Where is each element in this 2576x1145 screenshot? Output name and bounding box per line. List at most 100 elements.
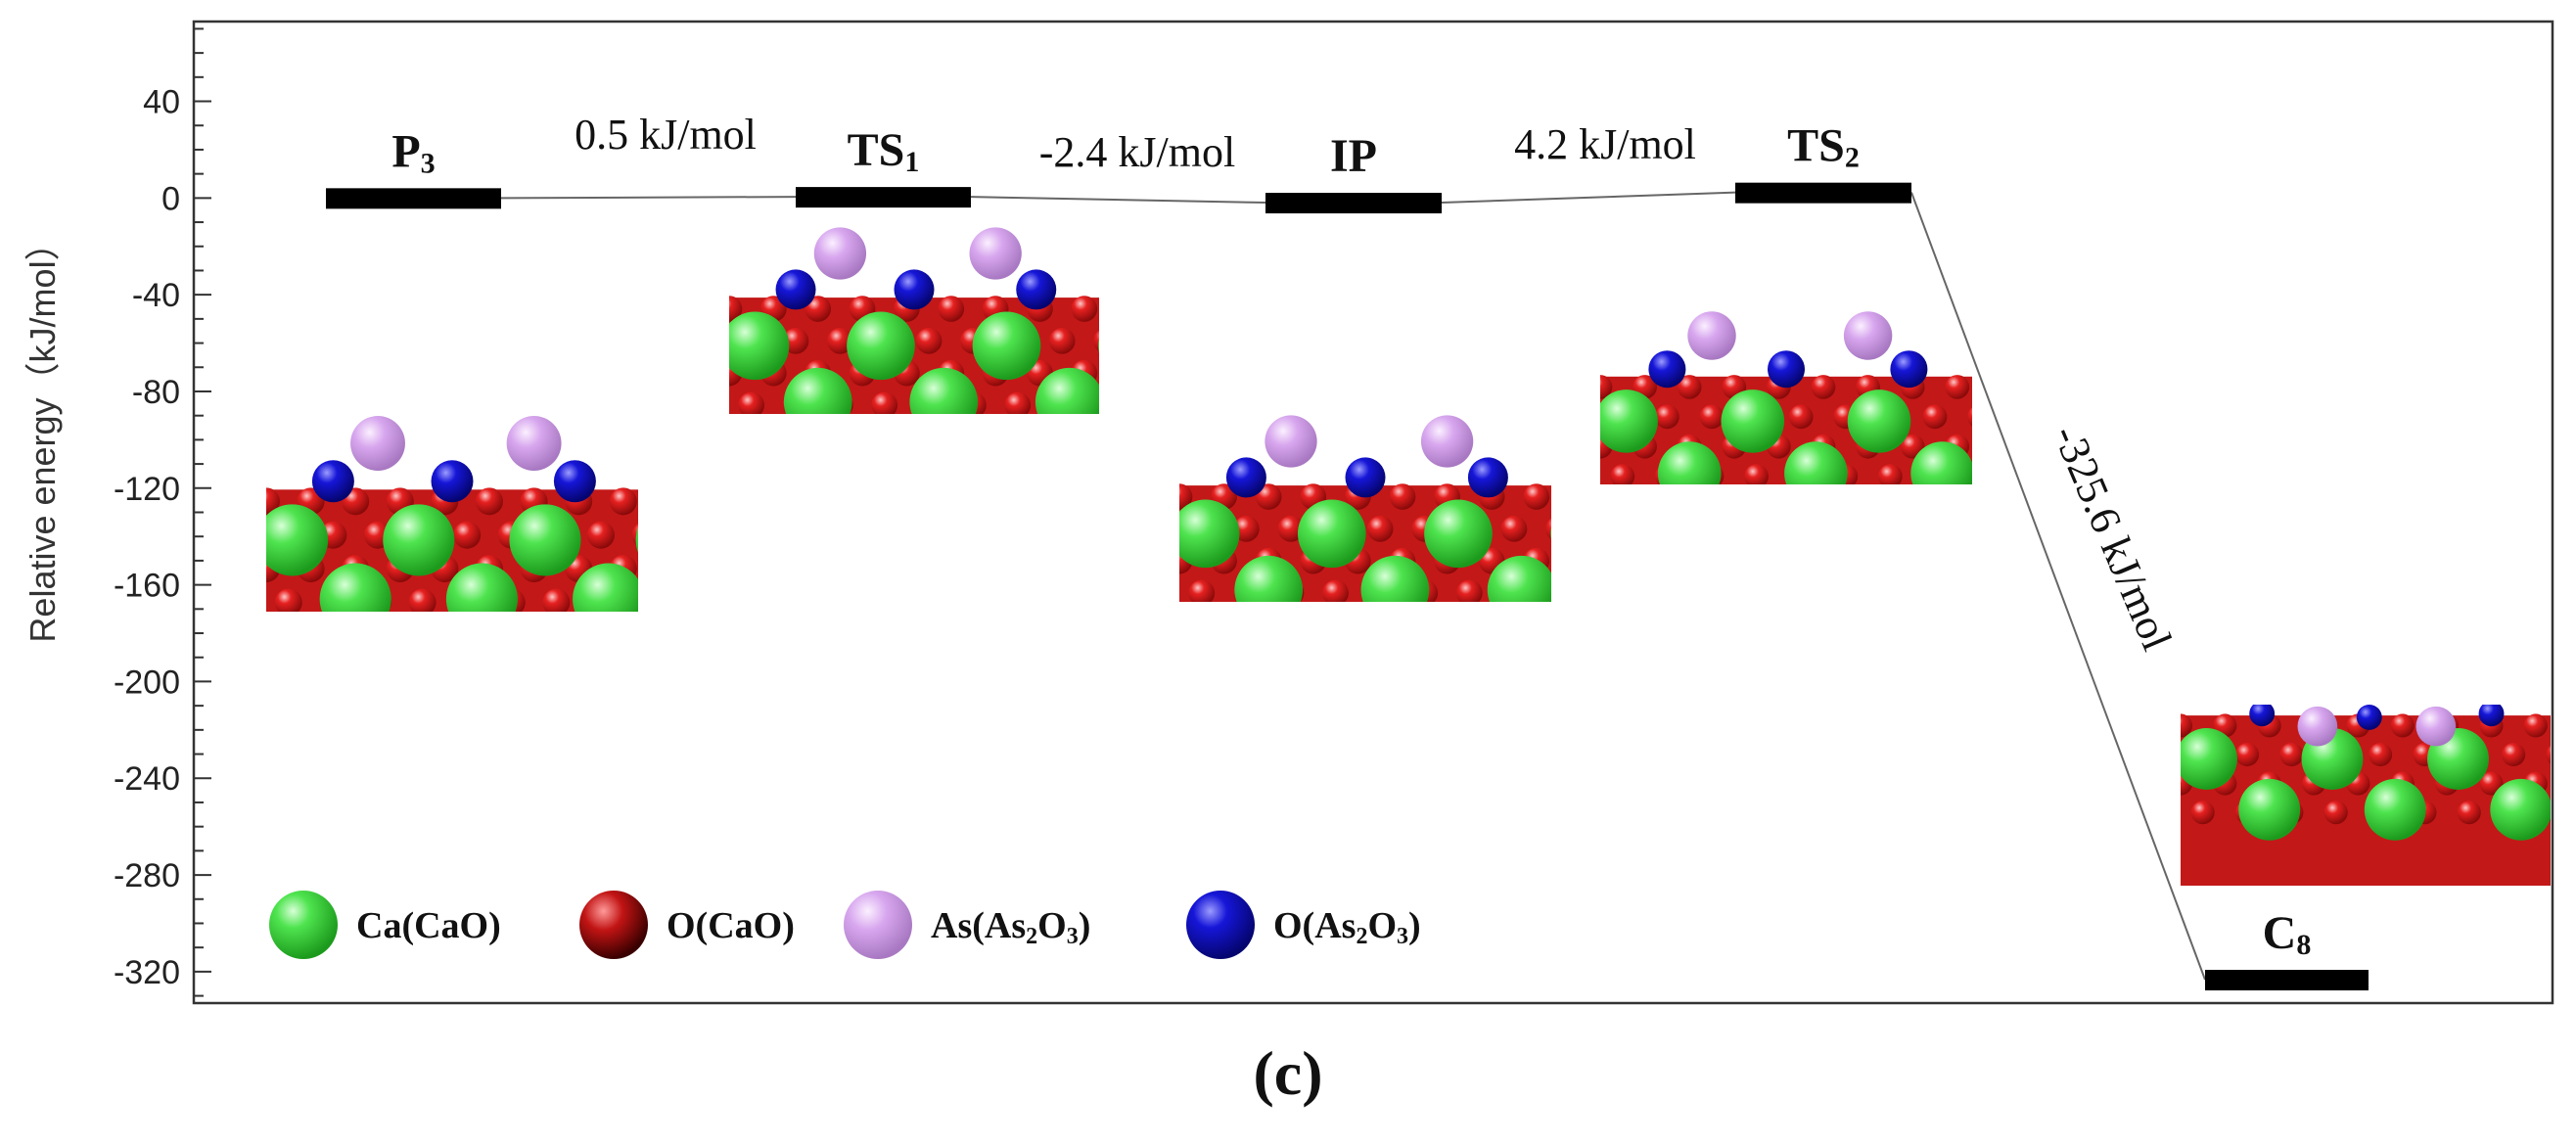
surface-model <box>595 227 1229 436</box>
o-cao-atom <box>694 392 720 419</box>
ca-atom <box>1740 556 1809 624</box>
o-as2o3-atom <box>2249 705 2276 727</box>
state-label: TS1 <box>848 124 920 178</box>
o-as2o3-atom <box>2478 705 2505 727</box>
ca-atom <box>1910 441 1972 484</box>
ca-atom <box>1550 527 1551 540</box>
o-cao-atom <box>2390 713 2415 738</box>
o-cao-atom <box>738 391 765 414</box>
o-as2o3-atom <box>2356 705 2382 730</box>
o-cao-atom <box>782 328 809 354</box>
ca-atom <box>2049 728 2111 790</box>
state-label: P3 <box>391 125 435 179</box>
ca-atom <box>595 311 664 380</box>
o-cao-atom <box>2323 801 2348 825</box>
ca-atom <box>1108 556 1176 624</box>
energy-level-IP <box>1265 193 1442 214</box>
o-cao-atom <box>2546 745 2551 764</box>
transition-energy-label: 4.2 kJ/mol <box>1514 120 1696 168</box>
legend-label: As(As2O3) <box>931 905 1090 949</box>
energy-level-TS1 <box>796 187 971 208</box>
o-as2o3-atom <box>1467 457 1508 498</box>
ca-atom <box>1161 368 1229 436</box>
ca-atom <box>383 504 455 576</box>
connector-line <box>1441 191 1736 205</box>
o-cao-atom <box>230 522 257 549</box>
ca-atom <box>1424 499 1493 569</box>
o-cao-atom <box>2479 771 2504 796</box>
ca-atom <box>509 504 581 576</box>
ca-atom <box>1045 499 1114 568</box>
o-cao-atom <box>1566 404 1590 429</box>
o-cao-atom <box>2146 743 2170 766</box>
o-cao-atom <box>2523 713 2548 738</box>
ca-atom <box>658 368 726 436</box>
o-cao-atom <box>1744 464 1769 484</box>
o-cao-atom <box>805 296 832 322</box>
o-cao-atom <box>915 328 943 354</box>
o-cao-atom <box>1116 360 1142 387</box>
ca-atom <box>193 564 264 635</box>
legend-label: Ca(CaO) <box>356 905 501 946</box>
state-label: C8 <box>2263 907 2312 961</box>
o-cao-atom <box>1093 330 1099 352</box>
o-cao-atom <box>1322 579 1349 602</box>
o-cao-atom <box>1366 516 1394 542</box>
ca-atom <box>847 311 915 381</box>
o-cao-atom <box>1004 391 1032 414</box>
o-cao-atom <box>2369 743 2393 767</box>
ca-atom <box>266 504 329 576</box>
o-cao-atom <box>671 360 698 387</box>
ca-atom <box>1297 499 1366 569</box>
o-cao-atom <box>1523 483 1550 510</box>
o-cao-atom <box>1922 404 1948 430</box>
o-as2o3-atom <box>775 269 816 310</box>
connector-line <box>500 196 797 200</box>
o-cao-atom <box>587 521 615 549</box>
panel-label: (c) <box>1253 1038 1322 1108</box>
ca-atom <box>2364 778 2426 841</box>
o-cao-atom <box>408 588 437 612</box>
ca-atom <box>972 311 1041 381</box>
o-cao-atom <box>1138 328 1165 354</box>
o-cao-atom <box>827 328 853 354</box>
o-cao-atom <box>676 589 704 617</box>
as-atom <box>506 416 562 471</box>
o-as2o3-atom <box>553 460 596 503</box>
o-cao-atom <box>2457 801 2481 825</box>
o-as2o3-atom <box>1768 350 1805 389</box>
o-cao-atom <box>729 296 743 322</box>
energy-level-P3 <box>326 188 501 209</box>
o-cao-atom <box>2568 772 2576 796</box>
ca-atom <box>1098 338 1099 353</box>
o-cao-atom <box>676 522 704 549</box>
o-cao-atom <box>1144 580 1171 607</box>
as-atom <box>1265 415 1317 468</box>
o-cao-atom <box>1543 375 1568 399</box>
legend: Ca(CaO) O(CaO) As(As2O3) O(As2O3) <box>269 891 1421 959</box>
ca-atom <box>2490 778 2551 841</box>
energy-level-TS2 <box>1735 182 1911 204</box>
y-tick-label: -280 <box>114 857 180 894</box>
o-cao-atom <box>1543 435 1568 459</box>
o-cao-atom <box>1233 516 1260 542</box>
o-cao-atom <box>1699 404 1725 430</box>
o-cao-atom <box>1610 464 1635 484</box>
ca-atom <box>825 564 897 635</box>
o-cao-atom <box>1590 516 1617 542</box>
o-cao-atom <box>2279 743 2304 767</box>
y-tick-label: -200 <box>114 664 180 701</box>
ca-atom <box>2238 778 2301 841</box>
transition-energy-label: -325.6 kJ/mol <box>2044 418 2182 657</box>
o-cao-atom <box>1811 375 1836 399</box>
o-as2o3-legend-swatch <box>1186 891 1255 959</box>
ca-atom <box>635 527 638 553</box>
as-atom <box>2297 706 2338 747</box>
ca-legend-swatch <box>269 891 338 959</box>
o-cao-atom <box>1116 296 1142 322</box>
o-cao-atom <box>207 555 235 582</box>
o-cao-atom <box>2181 713 2193 738</box>
y-tick-label: -120 <box>114 471 180 508</box>
ca-atom <box>783 367 852 414</box>
